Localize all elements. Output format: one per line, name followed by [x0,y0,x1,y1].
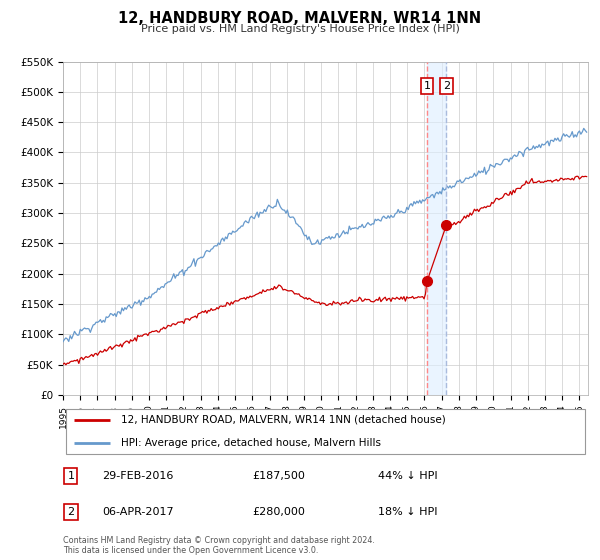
Text: 12, HANDBURY ROAD, MALVERN, WR14 1NN: 12, HANDBURY ROAD, MALVERN, WR14 1NN [118,11,482,26]
Text: 2: 2 [67,507,74,517]
Text: 2: 2 [443,81,450,91]
Text: 29-FEB-2016: 29-FEB-2016 [103,471,174,481]
Text: 06-APR-2017: 06-APR-2017 [103,507,174,517]
Text: £187,500: £187,500 [252,471,305,481]
Bar [427,62,446,395]
Text: £280,000: £280,000 [252,507,305,517]
Text: 18% ↓ HPI: 18% ↓ HPI [378,507,437,517]
Text: Contains HM Land Registry data © Crown copyright and database right 2024.
This d: Contains HM Land Registry data © Crown c… [63,536,375,556]
Text: Price paid vs. HM Land Registry's House Price Index (HPI): Price paid vs. HM Land Registry's House … [140,24,460,34]
Text: 1: 1 [424,81,431,91]
Text: HPI: Average price, detached house, Malvern Hills: HPI: Average price, detached house, Malv… [121,438,381,448]
FancyBboxPatch shape [65,409,586,454]
Text: 44% ↓ HPI: 44% ↓ HPI [378,471,437,481]
Text: 1: 1 [67,471,74,481]
Text: 12, HANDBURY ROAD, MALVERN, WR14 1NN (detached house): 12, HANDBURY ROAD, MALVERN, WR14 1NN (de… [121,414,445,424]
